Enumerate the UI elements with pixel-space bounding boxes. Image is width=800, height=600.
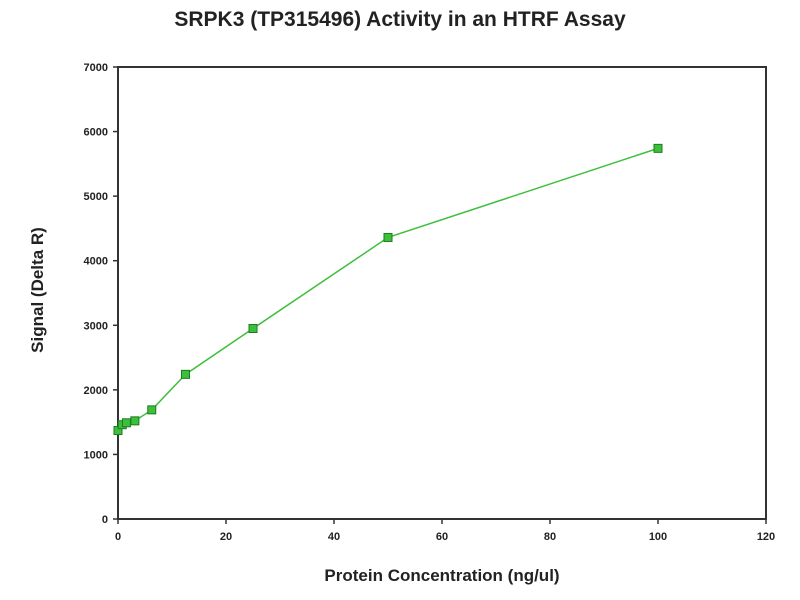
x-tick-label: 60 xyxy=(436,531,448,543)
x-axis-label: Protein Concentration (ng/ul) xyxy=(324,566,560,585)
series-line xyxy=(117,147,659,431)
plot-area-border xyxy=(117,66,767,520)
data-point xyxy=(130,416,140,426)
data-point xyxy=(248,324,258,334)
y-tick-label: 0 xyxy=(102,514,108,526)
data-point xyxy=(121,418,131,428)
data-point xyxy=(147,405,157,415)
x-tick-label: 80 xyxy=(544,531,556,543)
data-point xyxy=(181,369,190,379)
x-tick-label: 120 xyxy=(757,531,775,543)
data-point xyxy=(653,143,663,153)
y-tick-label: 2000 xyxy=(84,385,108,397)
y-tick-label: 6000 xyxy=(84,127,108,139)
data-point xyxy=(383,232,393,242)
y-tick-label: 3000 xyxy=(84,320,108,332)
x-tick-label: 0 xyxy=(115,531,121,543)
x-tick-label: 100 xyxy=(649,531,667,543)
y-tick-label: 7000 xyxy=(84,62,108,74)
x-tick-label: 20 xyxy=(220,531,232,543)
x-tick-label: 40 xyxy=(328,531,340,543)
y-tick-label: 5000 xyxy=(84,191,108,203)
y-tick-label: 4000 xyxy=(84,256,108,268)
chart-title: SRPK3 (TP315496) Activity in an HTRF Ass… xyxy=(174,8,626,31)
y-tick-label: 1000 xyxy=(84,449,108,461)
